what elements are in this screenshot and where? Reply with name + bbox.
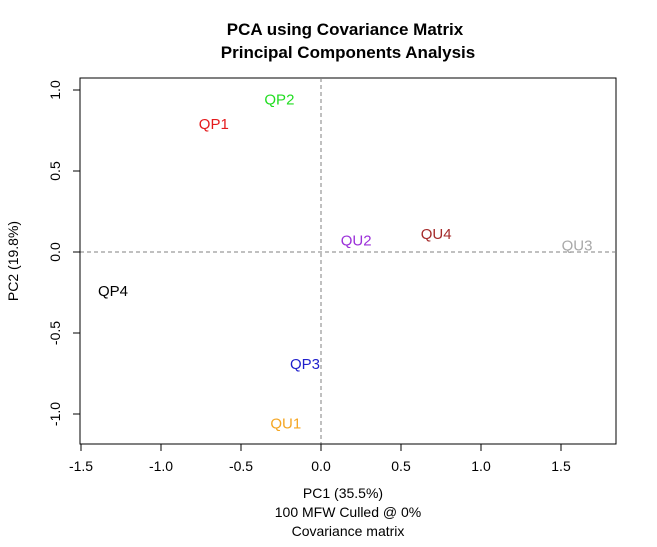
reference-lines bbox=[80, 78, 616, 444]
y-tick-label: -0.5 bbox=[47, 321, 63, 345]
point-label-qp4: QP4 bbox=[98, 283, 128, 300]
x-tick-label: 1.5 bbox=[551, 458, 571, 474]
point-label-qu4: QU4 bbox=[421, 226, 452, 243]
x-tick-label: 0.5 bbox=[391, 458, 411, 474]
point-label-qp1: QP1 bbox=[199, 116, 229, 133]
data-points: QP1 QP2 QP3 QP4 QU1 QU2 QU3 QU4 bbox=[98, 92, 592, 433]
plot-frame bbox=[79, 77, 617, 445]
chart-title-line2: Principal Components Analysis bbox=[221, 43, 475, 62]
y-axis: -1.0 -0.5 0.0 0.5 1.0 bbox=[47, 80, 81, 426]
x-axis-subtitle-matrix: Covariance matrix bbox=[292, 523, 405, 539]
y-tick-label: 0.5 bbox=[47, 161, 63, 181]
point-label-qu2: QU2 bbox=[341, 233, 372, 250]
point-label-qp2: QP2 bbox=[264, 92, 294, 109]
x-tick-label: -1.5 bbox=[69, 458, 93, 474]
y-tick-label: 0.0 bbox=[47, 242, 63, 262]
x-axis: -1.5 -1.0 -0.5 0.0 0.5 1.0 1.5 bbox=[69, 443, 571, 474]
chart-title-line1: PCA using Covariance Matrix bbox=[227, 20, 464, 39]
point-label-qp3: QP3 bbox=[290, 356, 320, 373]
y-tick-label: -1.0 bbox=[47, 402, 63, 426]
x-axis-label: PC1 (35.5%) bbox=[303, 485, 383, 501]
x-axis-subtitle-mfw: 100 MFW Culled @ 0% bbox=[275, 504, 421, 520]
point-label-qu1: QU1 bbox=[270, 416, 301, 433]
x-tick-label: -1.0 bbox=[149, 458, 173, 474]
point-label-qu3: QU3 bbox=[562, 238, 593, 255]
y-tick-label: 1.0 bbox=[47, 80, 63, 100]
x-tick-label: 1.0 bbox=[471, 458, 491, 474]
x-tick-label: 0.0 bbox=[311, 458, 331, 474]
x-tick-label: -0.5 bbox=[229, 458, 253, 474]
y-axis-label: PC2 (19.8%) bbox=[5, 221, 21, 301]
